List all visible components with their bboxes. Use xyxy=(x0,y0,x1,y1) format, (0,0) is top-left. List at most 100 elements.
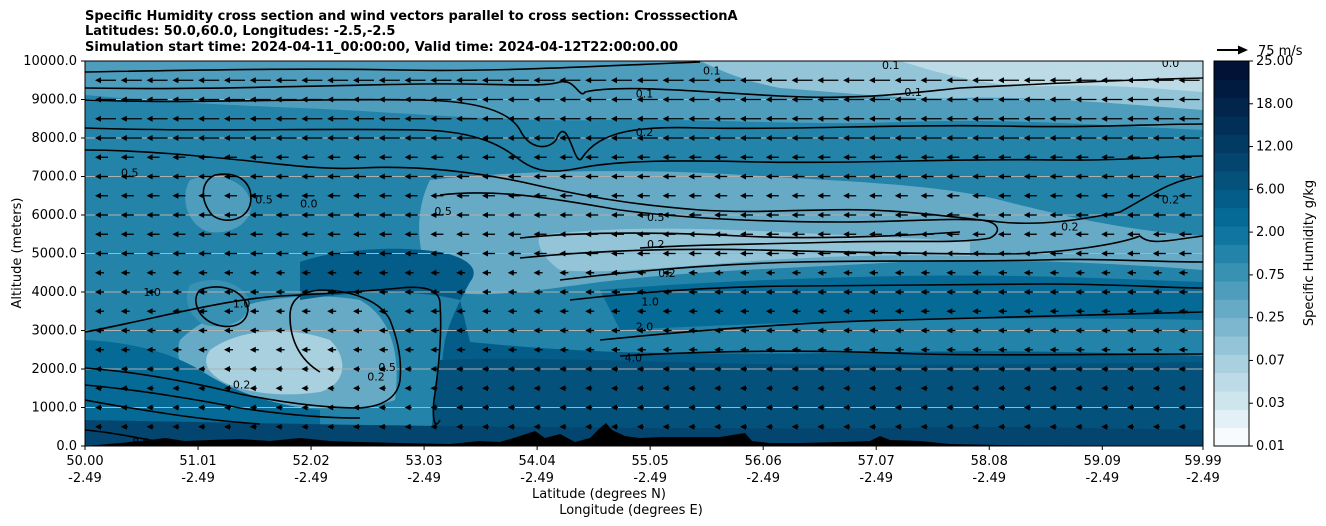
wind-arrow xyxy=(998,423,1005,430)
wind-arrow xyxy=(533,327,543,334)
wind-arrow-head xyxy=(456,154,463,161)
quiver-key-arrowhead xyxy=(1238,45,1248,55)
wind-arrow xyxy=(894,135,916,141)
wind-arrow-head xyxy=(1152,346,1159,353)
contour-label: 0.2 xyxy=(647,238,665,251)
wind-arrow xyxy=(533,308,543,315)
wind-arrow-head xyxy=(972,289,979,295)
wind-arrow-head xyxy=(972,212,979,218)
wind-arrow-head xyxy=(172,250,179,257)
wind-arrow xyxy=(817,385,825,392)
wind-arrow-head xyxy=(430,192,437,199)
colorbar-frame xyxy=(1213,60,1250,447)
wind-arrow xyxy=(378,289,388,295)
contour-label: 0.0 xyxy=(300,197,318,210)
wind-arrow-head xyxy=(972,231,979,238)
wind-arrow xyxy=(95,269,104,276)
wind-arrow-head xyxy=(869,154,875,161)
wind-arrow xyxy=(765,289,775,295)
wind-arrow-head xyxy=(146,192,153,199)
wind-arrow xyxy=(482,173,495,180)
wind-arrow xyxy=(611,385,618,392)
wind-arrow-head xyxy=(559,173,566,180)
colorbar: 0.010.030.070.250.752.006.0012.0018.0025… xyxy=(1214,54,1293,454)
wind-arrow xyxy=(404,327,414,334)
wind-arrow-head xyxy=(1152,250,1159,257)
wind-arrow xyxy=(120,231,134,238)
wind-arrow xyxy=(172,250,186,257)
wind-arrow xyxy=(249,308,259,315)
wind-arrow xyxy=(249,135,271,141)
wind-arrow xyxy=(533,346,543,353)
wind-arrow-head xyxy=(533,423,540,430)
wind-arrow-head xyxy=(611,366,617,372)
wind-arrow xyxy=(946,250,960,257)
wind-arrow xyxy=(249,96,271,103)
colorbar-tick-label: 18.00 xyxy=(1256,97,1293,112)
colorbar-segment xyxy=(1214,171,1249,190)
wind-arrow xyxy=(482,135,503,141)
wind-arrow-head xyxy=(1127,115,1133,122)
wind-arrow xyxy=(714,173,728,180)
wind-arrow xyxy=(430,154,444,161)
wind-arrow xyxy=(327,289,337,295)
wind-arrow-head xyxy=(1023,385,1030,392)
wind-arrow-head xyxy=(585,366,592,372)
wind-arrow xyxy=(869,212,882,218)
wind-arrow xyxy=(920,212,934,218)
wind-arrow xyxy=(1023,173,1037,180)
wind-arrow xyxy=(301,404,309,411)
wind-arrow xyxy=(740,231,753,238)
wind-arrow-head xyxy=(120,423,127,430)
wind-arrow-head xyxy=(146,250,153,257)
wind-arrow xyxy=(765,404,773,411)
colorbar-segment xyxy=(1214,336,1249,355)
wind-arrow xyxy=(353,77,374,84)
contour-label: 0.5 xyxy=(255,194,273,207)
wind-arrow xyxy=(1178,346,1188,353)
wind-arrow xyxy=(688,77,710,84)
wind-arrow-head xyxy=(920,173,927,180)
wind-arrow-head xyxy=(1101,346,1108,353)
wind-arrow xyxy=(1049,269,1059,276)
wind-arrow xyxy=(791,154,805,161)
wind-arrow-head xyxy=(662,385,669,392)
wind-arrow-head xyxy=(1101,327,1108,334)
wind-arrow xyxy=(1101,327,1111,334)
wind-arrow-head xyxy=(920,77,927,84)
wind-arrow-head xyxy=(430,385,437,392)
wind-arrow-head xyxy=(507,269,514,276)
wind-arrow-head xyxy=(301,404,308,411)
wind-arrow-head xyxy=(662,77,669,84)
wind-arrow xyxy=(430,366,438,372)
wind-arrow xyxy=(817,250,831,257)
wind-arrow xyxy=(972,173,986,180)
wind-arrow xyxy=(353,154,366,161)
wind-arrow xyxy=(740,250,753,257)
wind-arrow xyxy=(740,404,747,411)
wind-arrow-head xyxy=(714,385,721,392)
wind-arrow-head xyxy=(765,269,772,276)
wind-arrow xyxy=(791,346,801,353)
y-axis: 0.01000.02000.03000.04000.05000.06000.07… xyxy=(23,54,85,454)
wind-arrow-head xyxy=(224,115,230,122)
wind-arrow xyxy=(740,269,749,276)
wind-arrow-head xyxy=(1049,115,1056,122)
wind-arrow xyxy=(791,135,813,141)
wind-arrow xyxy=(353,212,366,218)
wind-arrow-head xyxy=(275,423,282,430)
wind-arrow-head xyxy=(198,289,205,295)
wind-arrow-head xyxy=(1049,346,1056,353)
wind-arrow xyxy=(611,289,620,295)
wind-arrow xyxy=(688,366,696,372)
wind-arrow-head xyxy=(843,96,850,103)
wind-arrow xyxy=(456,366,464,372)
wind-arrow xyxy=(507,327,517,334)
wind-arrow xyxy=(1049,289,1059,295)
wind-arrow-head xyxy=(1075,135,1082,141)
wind-arrow-head xyxy=(1075,231,1082,238)
wind-arrow-head xyxy=(353,269,359,276)
wind-arrow-head xyxy=(946,308,953,315)
wind-arrow-head xyxy=(456,423,463,430)
wind-arrow xyxy=(817,96,839,103)
